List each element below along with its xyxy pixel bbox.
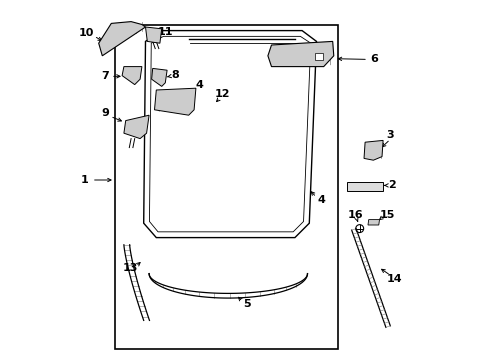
Text: 13: 13 (122, 263, 138, 273)
Text: 4: 4 (317, 195, 325, 205)
Polygon shape (154, 88, 196, 115)
Text: 3: 3 (386, 130, 393, 140)
Text: 6: 6 (369, 54, 377, 64)
Text: 15: 15 (379, 210, 395, 220)
Text: 9: 9 (101, 108, 108, 118)
Bar (346, 182, 382, 191)
Polygon shape (267, 41, 333, 67)
Text: 12: 12 (214, 89, 229, 99)
Bar (314, 53, 322, 60)
Text: 11: 11 (157, 27, 173, 37)
Polygon shape (99, 22, 145, 56)
Text: 14: 14 (386, 274, 402, 284)
Polygon shape (363, 140, 382, 160)
Text: 16: 16 (347, 210, 363, 220)
Text: 8: 8 (171, 70, 179, 80)
Text: 4: 4 (195, 80, 203, 90)
Text: 7: 7 (101, 71, 108, 81)
Polygon shape (367, 220, 379, 225)
Polygon shape (122, 67, 142, 85)
Bar (115, 25, 337, 349)
Text: 1: 1 (80, 175, 88, 185)
Polygon shape (145, 27, 162, 43)
Text: 10: 10 (78, 28, 94, 38)
Polygon shape (151, 68, 167, 86)
Text: 2: 2 (387, 180, 395, 190)
Text: 5: 5 (243, 299, 251, 309)
Polygon shape (123, 115, 149, 139)
